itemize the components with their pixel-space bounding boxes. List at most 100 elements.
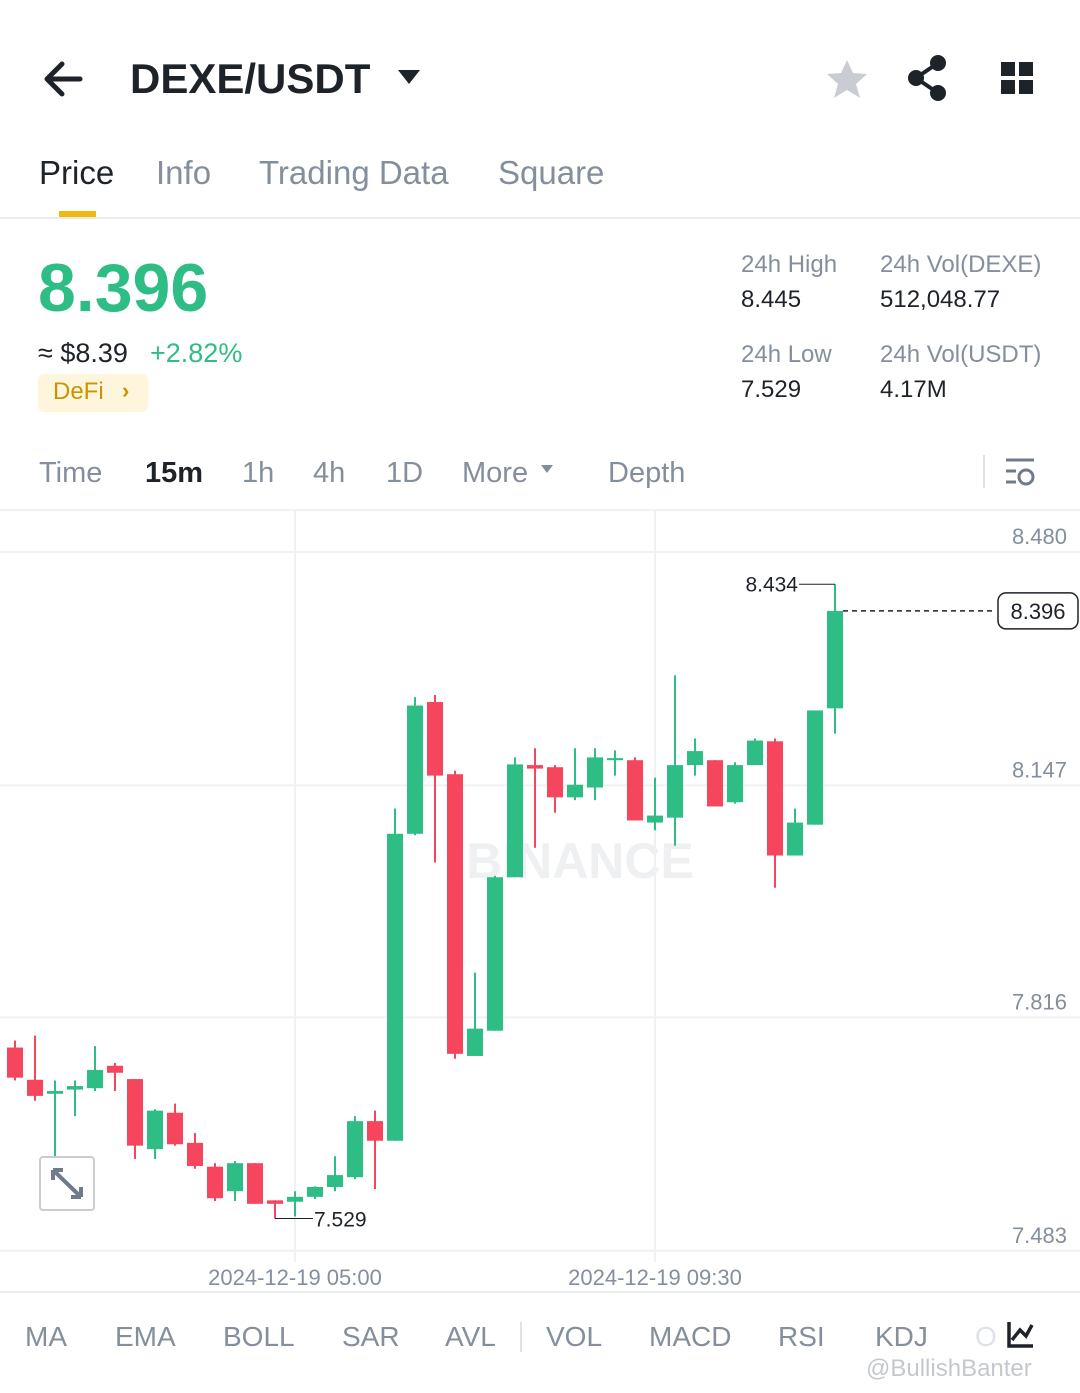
pair-dropdown[interactable] — [398, 70, 420, 84]
y-tick-label: 8.147 — [1012, 757, 1067, 782]
candle-body — [407, 705, 423, 834]
candle-body — [447, 774, 463, 1054]
last-price-box — [997, 592, 1079, 630]
candle-body — [827, 610, 843, 709]
candle-body — [467, 1028, 483, 1056]
candle-body — [167, 1112, 183, 1145]
usd-price: ≈ $8.39 — [38, 338, 128, 368]
candle-body — [707, 760, 723, 807]
candle-body — [587, 757, 603, 788]
candle-body — [87, 1069, 103, 1089]
candle-body — [207, 1166, 223, 1199]
price-change: +2.82% — [150, 338, 243, 368]
last-price: 8.396 — [38, 250, 209, 326]
y-tick-label: 7.483 — [1012, 1223, 1067, 1248]
candle-body — [687, 751, 703, 766]
x-tick-label: 2024-12-19 05:00 — [208, 1265, 382, 1290]
indicator[interactable]: EMA — [115, 1321, 176, 1352]
candle-body — [427, 702, 443, 776]
candle-body — [287, 1196, 303, 1202]
indicator[interactable]: BOLL — [223, 1321, 295, 1352]
candle-body — [387, 833, 403, 1141]
indicator[interactable]: AVL — [445, 1321, 496, 1352]
tab[interactable]: Price — [39, 154, 115, 191]
stat-value: 7.529 — [741, 376, 802, 403]
candle-body — [567, 784, 583, 798]
candle-body — [347, 1121, 363, 1178]
indicator-settings-icon[interactable] — [1007, 1322, 1034, 1348]
stat-label: 24h Low — [741, 341, 832, 368]
high-label: 8.434 — [745, 573, 798, 596]
candle-body — [47, 1090, 63, 1094]
indicator[interactable]: MACD — [649, 1321, 732, 1352]
indicator[interactable]: VOL — [546, 1321, 603, 1352]
chart-settings-icon[interactable] — [1006, 458, 1035, 486]
timeframe[interactable]: 1D — [386, 457, 424, 489]
candle-body — [187, 1142, 203, 1166]
watermark: @BullishBanter — [866, 1355, 1032, 1382]
chevron: › — [122, 378, 130, 403]
candle-body — [527, 765, 543, 769]
tab[interactable]: Trading Data — [259, 154, 449, 191]
candle-body — [787, 822, 803, 856]
candle-body — [767, 741, 783, 856]
candle-body — [627, 760, 643, 821]
indicator[interactable]: KDJ — [875, 1321, 928, 1352]
timeframe[interactable]: 15m — [145, 457, 204, 489]
indicator[interactable]: O — [975, 1321, 997, 1352]
candle-body — [227, 1163, 243, 1192]
timeframe[interactable]: 4h — [313, 457, 346, 489]
tab-underline — [59, 211, 96, 217]
stat-label: 24h High — [741, 251, 838, 278]
candle-body — [247, 1163, 263, 1204]
candle-body — [747, 740, 763, 766]
candle-body — [367, 1121, 383, 1141]
pair-title[interactable]: DEXE/USDT — [130, 55, 371, 102]
indicator[interactable]: MA — [25, 1321, 67, 1352]
candle-body — [147, 1110, 163, 1150]
y-tick-label: 7.816 — [1012, 989, 1067, 1014]
candle-body — [67, 1086, 83, 1090]
low-label: 7.529 — [314, 1209, 367, 1232]
stat-label: 24h Vol(USDT) — [880, 341, 1042, 368]
share-icon[interactable] — [908, 55, 946, 101]
candle-body — [487, 877, 503, 1031]
tab[interactable]: Info — [156, 154, 212, 191]
fullscreen-button[interactable] — [39, 1156, 95, 1211]
indicator[interactable]: RSI — [778, 1321, 825, 1352]
candle-body — [507, 764, 523, 878]
stat-label: 24h Vol(DEXE) — [880, 251, 1042, 278]
candle-body — [127, 1079, 143, 1146]
candle-body — [807, 710, 823, 825]
timeframe[interactable]: Time — [39, 457, 103, 489]
candle-body — [27, 1079, 43, 1096]
tab[interactable]: Square — [498, 154, 605, 191]
stat-value: 4.17M — [880, 376, 947, 403]
more-dropdown[interactable] — [541, 465, 553, 473]
timeframe[interactable]: More — [462, 457, 529, 489]
tag-label: DeFi — [53, 378, 104, 405]
indicator[interactable]: SAR — [342, 1321, 400, 1352]
candle-body — [647, 815, 663, 823]
stat-value: 8.445 — [741, 286, 802, 313]
y-tick-label: 8.480 — [1012, 524, 1067, 549]
candle-body — [547, 767, 563, 798]
candle-body — [267, 1200, 283, 1204]
candle-body — [667, 765, 683, 818]
timeframe[interactable]: Depth — [608, 457, 686, 489]
x-tick-label: 2024-12-19 09:30 — [568, 1265, 742, 1290]
last-price-label: 8.396 — [1010, 599, 1065, 624]
tag-badge[interactable]: DeFi › — [38, 374, 148, 412]
timeframe[interactable]: 1h — [242, 457, 275, 489]
favorite-icon[interactable] — [827, 60, 867, 98]
candle-body — [727, 765, 743, 803]
stat-value: 512,048.77 — [880, 286, 1001, 313]
candle-body — [607, 758, 623, 761]
candle-body — [107, 1065, 123, 1073]
layout-icon[interactable] — [1001, 62, 1033, 94]
candle-body — [7, 1047, 23, 1078]
back-button[interactable] — [44, 61, 83, 97]
candle-body — [307, 1187, 323, 1197]
